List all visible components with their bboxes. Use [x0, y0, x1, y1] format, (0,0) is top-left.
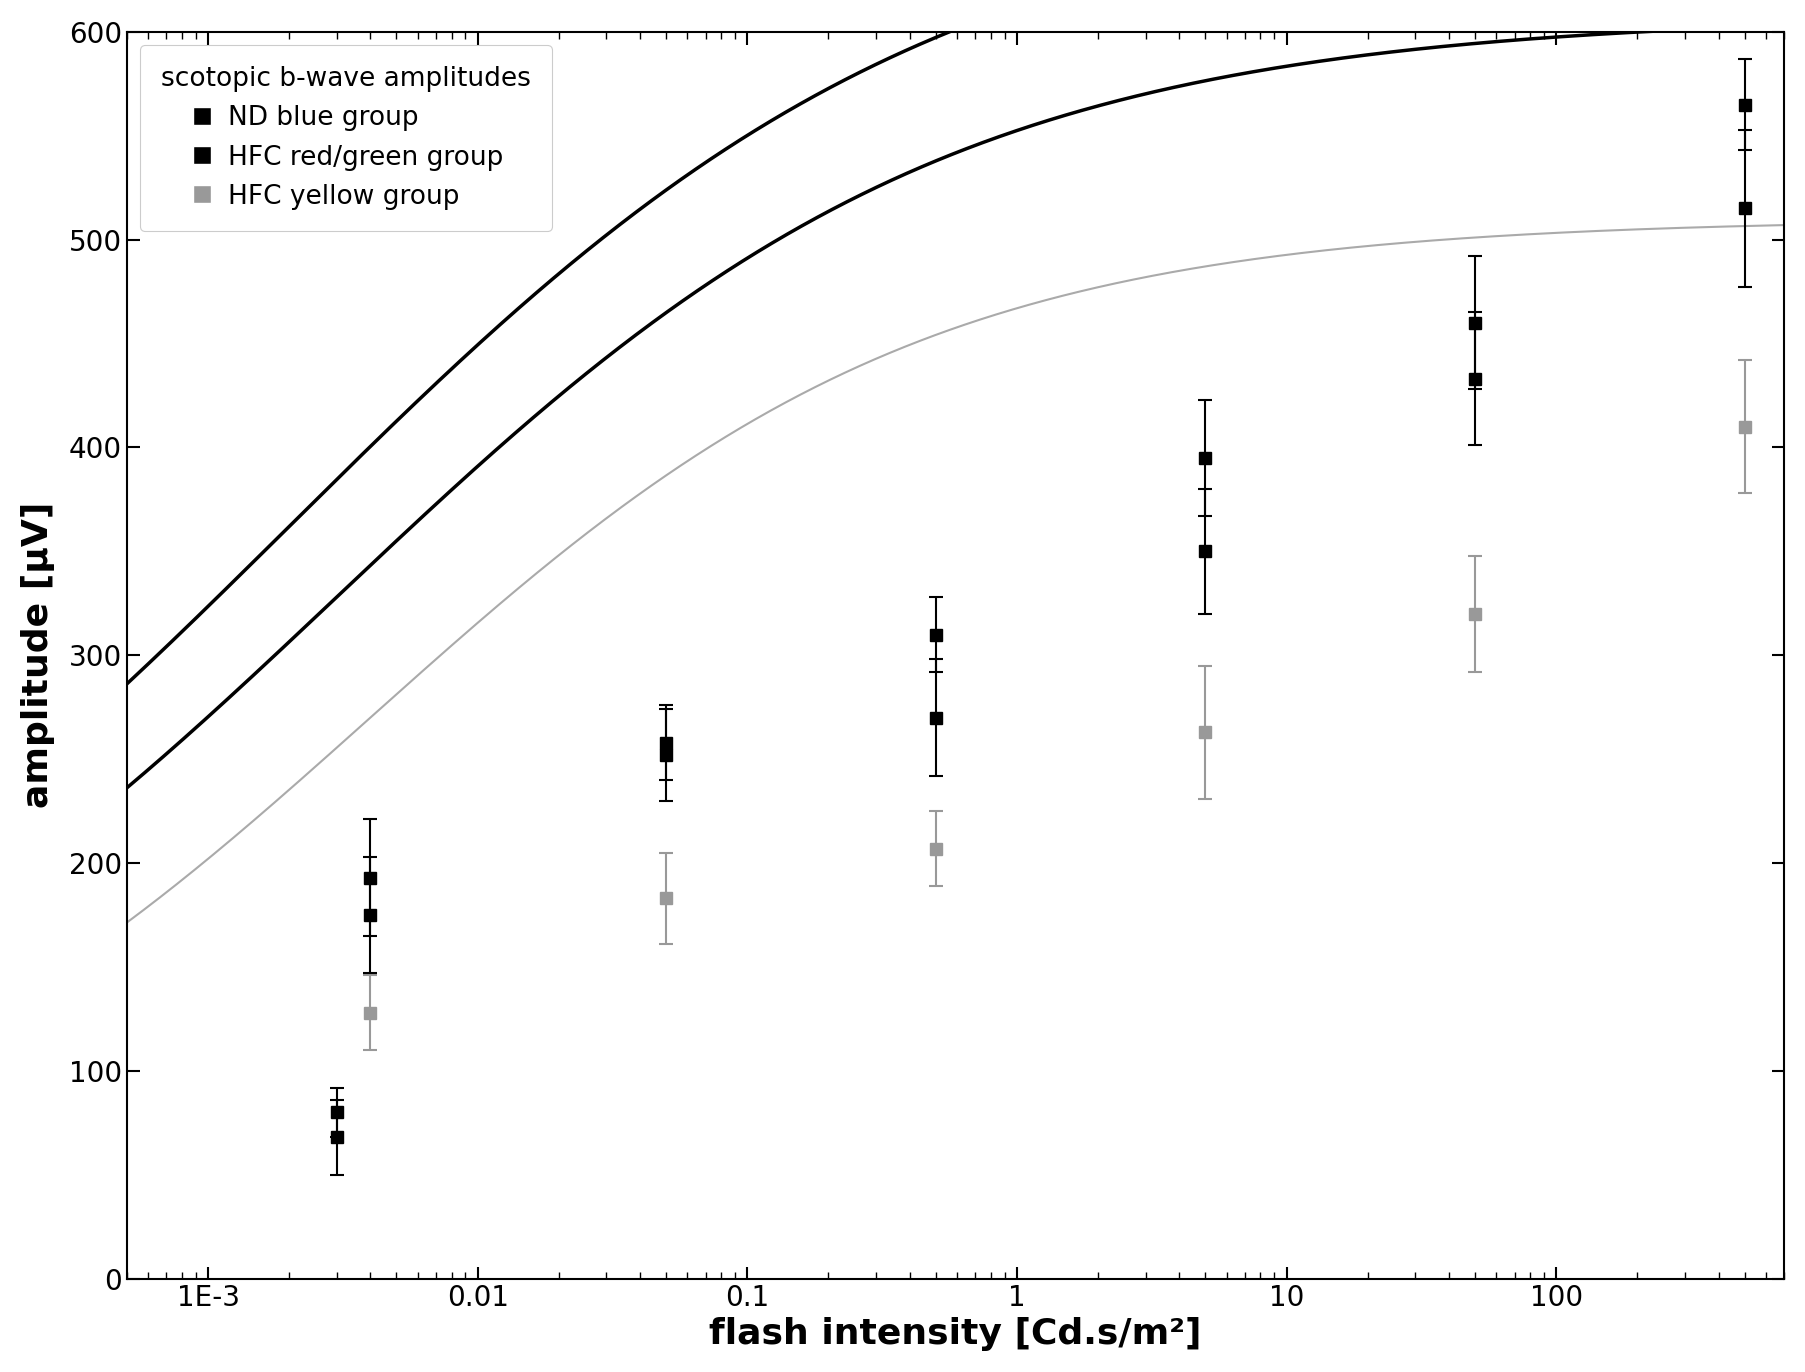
X-axis label: flash intensity [Cd.s/m²]: flash intensity [Cd.s/m²]	[709, 1317, 1202, 1351]
Legend: ND blue group, HFC red/green group, HFC yellow group: ND blue group, HFC red/green group, HFC …	[141, 45, 552, 230]
Y-axis label: amplitude [μV]: amplitude [μV]	[22, 502, 54, 808]
